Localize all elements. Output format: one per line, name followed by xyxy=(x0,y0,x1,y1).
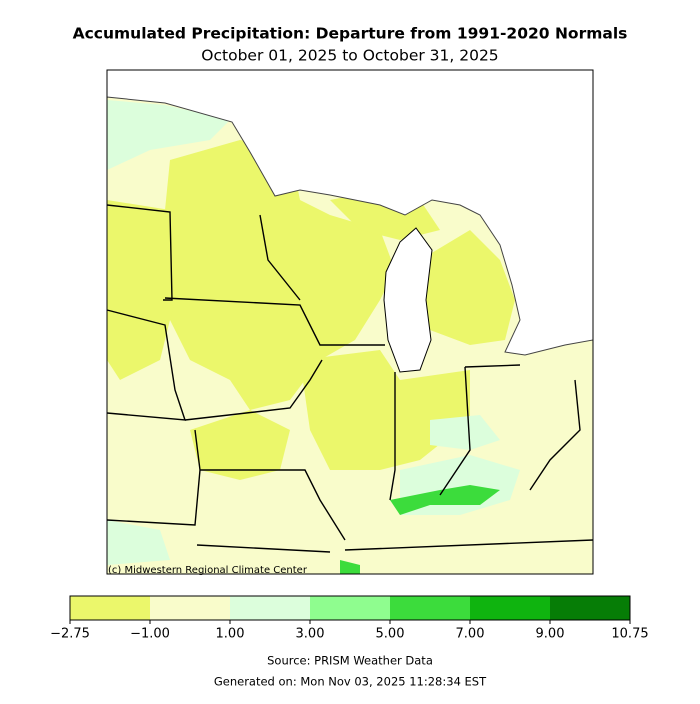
colorbar-tick-label: 3.00 xyxy=(296,627,325,642)
colorbar: −2.75 −1.00 1.00 3.00 5.00 7.00 9.00 10.75 xyxy=(50,595,649,642)
canada-and-lake-superior xyxy=(106,69,594,356)
colorbar-frame xyxy=(69,595,631,621)
colorbar-swatch xyxy=(150,596,230,620)
very-wet-areas xyxy=(340,485,500,574)
map-frame xyxy=(106,69,594,575)
colorbar-swatch xyxy=(70,596,150,620)
source: Source: PRISM Weather Data xyxy=(267,654,433,668)
colorbar-tick-label: 7.00 xyxy=(456,627,485,642)
colorbar-tick-label: 10.75 xyxy=(611,627,648,642)
colorbar-swatch xyxy=(550,596,630,620)
colorbar-swatch xyxy=(310,596,390,620)
dry-areas xyxy=(107,140,515,480)
generated-on: Generated on: Mon Nov 03, 2025 11:28:34 … xyxy=(214,675,487,689)
colorbar-tick-label: −1.00 xyxy=(130,627,170,642)
state-borders xyxy=(106,204,594,553)
colorbar-swatch xyxy=(470,596,550,620)
colorbar-swatch xyxy=(390,596,470,620)
colorbar-tick-label: 1.00 xyxy=(216,627,245,642)
colorbar-tick-label: −2.75 xyxy=(50,627,90,642)
colorbar-swatch xyxy=(230,596,310,620)
lake-michigan xyxy=(383,227,433,373)
colorbar-tick-label: 5.00 xyxy=(376,627,405,642)
map-credit: (c) Midwestern Regional Climate Center xyxy=(108,565,308,576)
map: (c) Midwestern Regional Climate Center xyxy=(106,69,594,576)
subtitle: October 01, 2025 to October 31, 2025 xyxy=(201,47,498,65)
colorbar-tick-label: 9.00 xyxy=(536,627,565,642)
title: Accumulated Precipitation: Departure fro… xyxy=(73,25,628,43)
wet-areas xyxy=(107,100,520,565)
